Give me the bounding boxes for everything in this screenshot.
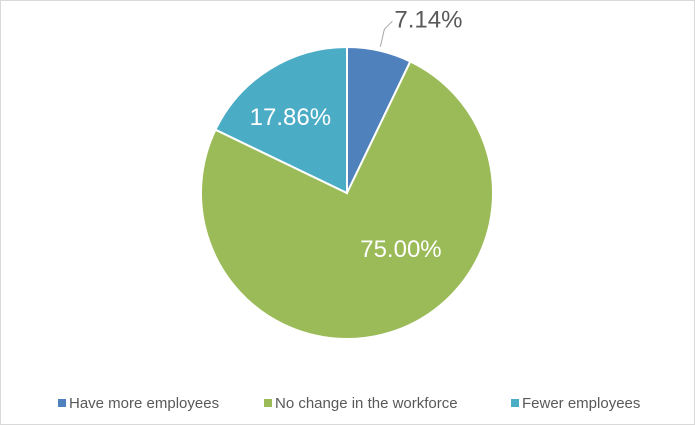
legend-label: Have more employees	[69, 395, 219, 412]
data-label: 75.00%	[360, 236, 441, 263]
legend-label: Fewer employees	[522, 395, 640, 412]
leader-line	[379, 20, 393, 47]
legend-swatch	[511, 399, 519, 407]
legend-swatch	[264, 399, 272, 407]
data-label: 17.86%	[250, 104, 331, 131]
legend-label: No change in the workforce	[275, 395, 458, 412]
data-label: 7.14%	[394, 7, 462, 34]
pie-slice	[200, 60, 494, 340]
pie-slice	[214, 45, 348, 195]
legend-swatch	[58, 399, 66, 407]
